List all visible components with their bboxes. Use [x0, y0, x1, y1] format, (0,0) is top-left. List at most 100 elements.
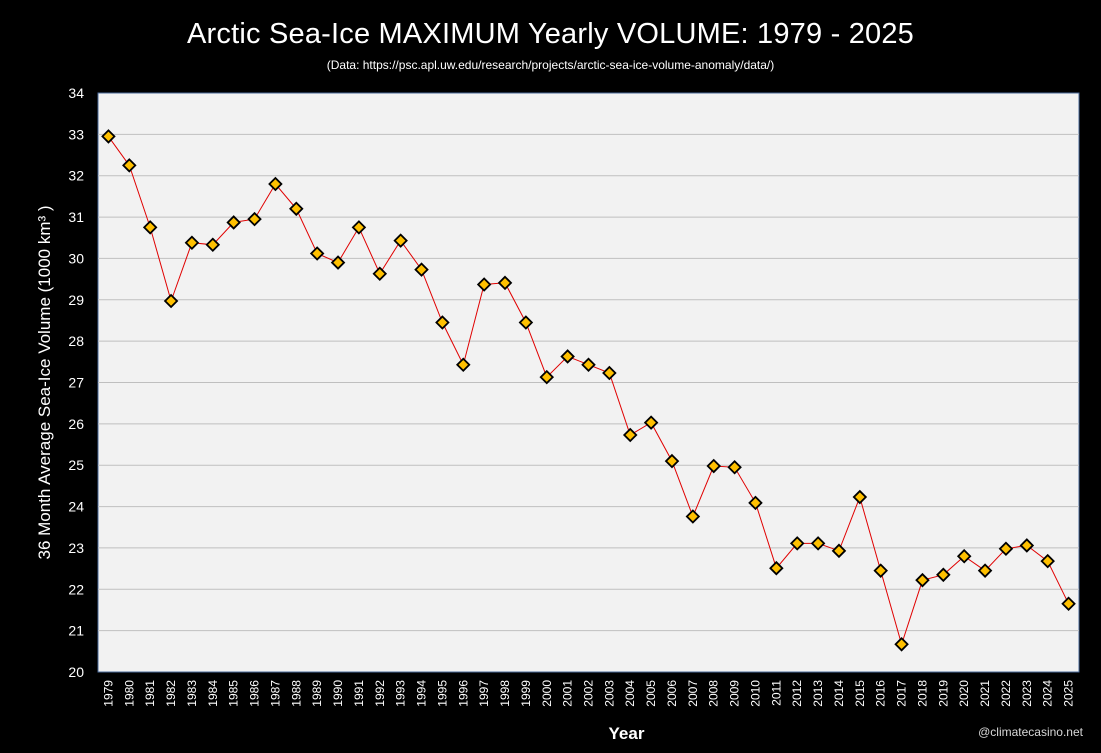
data-point-marker	[852, 489, 868, 505]
data-point-marker	[685, 509, 701, 524]
data-point-marker	[956, 548, 972, 564]
series-markers	[101, 129, 1076, 652]
data-point-marker	[163, 293, 179, 309]
x-tick-label: 2008	[707, 680, 721, 707]
y-tick-label: 32	[68, 168, 84, 184]
data-point-marker	[894, 637, 909, 652]
x-tick-label: 1986	[248, 680, 262, 707]
x-tick-label: 2001	[561, 680, 575, 707]
x-tick-label: 2019	[936, 680, 950, 707]
data-point-marker	[268, 176, 283, 192]
y-tick-label: 33	[68, 126, 84, 142]
y-axis-label: 36 Month Average Sea-Ice Volume (1000 km…	[35, 205, 54, 559]
y-tick-label: 26	[68, 416, 84, 432]
x-tick-label: 2014	[832, 680, 846, 707]
x-tick-label: 2022	[999, 680, 1013, 707]
data-point-marker	[351, 220, 367, 235]
data-point-marker	[184, 235, 200, 250]
data-point-marker	[810, 536, 826, 551]
x-tick-label: 1987	[268, 680, 282, 707]
data-point-marker	[977, 563, 993, 578]
x-axis-ticks: 1979 1980 1981 1982 1983 1984 1985 1986 1987 1988…	[101, 680, 1075, 707]
x-tick-label: 2004	[623, 680, 637, 707]
data-point-marker	[581, 357, 596, 372]
chart-title: Arctic Sea-Ice MAXIMUM Yearly VOLUME: 19…	[186, 18, 915, 50]
x-tick-label: 1996	[456, 680, 470, 707]
data-point-marker	[289, 201, 304, 217]
x-tick-label: 1991	[352, 680, 366, 707]
data-point-marker	[539, 369, 555, 385]
y-tick-label: 23	[68, 540, 84, 556]
x-tick-label: 1995	[435, 680, 449, 707]
data-point-marker	[414, 262, 429, 277]
chart-subtitle: (Data: https://psc.apl.uw.edu/research/p…	[326, 58, 775, 72]
data-point-marker	[142, 220, 158, 235]
data-point-marker	[435, 315, 450, 330]
x-tick-label: 1994	[415, 680, 429, 707]
data-point-marker	[330, 255, 346, 270]
x-tick-label: 1983	[185, 680, 199, 707]
x-tick-label: 1998	[498, 680, 512, 707]
y-tick-label: 20	[68, 664, 84, 680]
data-point-marker	[998, 541, 1014, 557]
x-tick-label: 1985	[227, 680, 241, 707]
x-tick-label: 2007	[686, 680, 700, 707]
data-point-marker	[101, 129, 116, 144]
y-axis-ticks: 20 21 22 23 24 25 26 27 28 29 30 31 32 33 34	[68, 85, 84, 680]
data-point-marker	[936, 567, 951, 583]
data-point-marker	[1061, 596, 1076, 612]
x-tick-label: 2000	[540, 680, 554, 707]
data-point-marker	[205, 237, 221, 253]
x-tick-label: 1992	[373, 680, 387, 707]
data-point-marker	[372, 266, 388, 282]
data-point-marker	[748, 495, 763, 511]
y-tick-label: 24	[68, 499, 84, 515]
x-tick-label: 2009	[728, 680, 742, 707]
data-point-marker	[915, 572, 930, 588]
x-tick-label: 2023	[1020, 680, 1034, 707]
x-tick-label: 2020	[957, 680, 971, 707]
y-tick-label: 31	[68, 209, 84, 225]
y-tick-label: 21	[68, 623, 84, 639]
y-tick-label: 28	[68, 333, 84, 349]
data-point-marker	[727, 460, 742, 475]
y-tick-label: 25	[68, 457, 84, 473]
x-tick-label: 1980	[122, 680, 136, 707]
data-point-marker	[1040, 553, 1055, 569]
x-tick-label: 2011	[769, 680, 783, 706]
data-point-marker	[518, 315, 534, 330]
data-point-marker	[602, 365, 617, 381]
y-tick-label: 22	[68, 581, 84, 597]
data-point-marker	[247, 211, 262, 227]
data-point-marker	[664, 453, 680, 469]
x-tick-label: 2010	[748, 680, 762, 707]
x-tick-label: 1984	[206, 680, 220, 707]
data-point-marker	[497, 275, 513, 291]
x-tick-label: 2018	[915, 680, 929, 707]
x-tick-label: 2017	[895, 680, 909, 707]
x-tick-label: 2016	[874, 680, 888, 707]
x-tick-label: 1989	[310, 680, 324, 707]
data-point-marker	[560, 349, 575, 364]
grid-lines	[98, 133, 1079, 632]
data-point-marker	[769, 560, 784, 576]
y-tick-label: 27	[68, 375, 84, 391]
x-tick-label: 1999	[519, 680, 533, 707]
data-point-marker	[393, 233, 408, 248]
y-tick-label: 29	[68, 292, 84, 308]
data-point-marker	[622, 427, 638, 443]
x-tick-label: 2013	[811, 680, 825, 707]
x-axis-label: Year	[609, 724, 645, 743]
data-point-marker	[476, 277, 492, 292]
data-point-marker	[1019, 538, 1035, 553]
x-tick-label: 1993	[394, 680, 408, 707]
data-point-marker	[789, 536, 805, 551]
x-tick-label: 2002	[582, 680, 596, 707]
data-point-marker	[706, 458, 722, 474]
data-point-marker	[309, 246, 325, 261]
data-point-marker	[831, 543, 847, 559]
x-tick-label: 1990	[331, 680, 345, 707]
x-tick-label: 1988	[289, 680, 303, 707]
x-tick-label: 1997	[477, 680, 491, 707]
